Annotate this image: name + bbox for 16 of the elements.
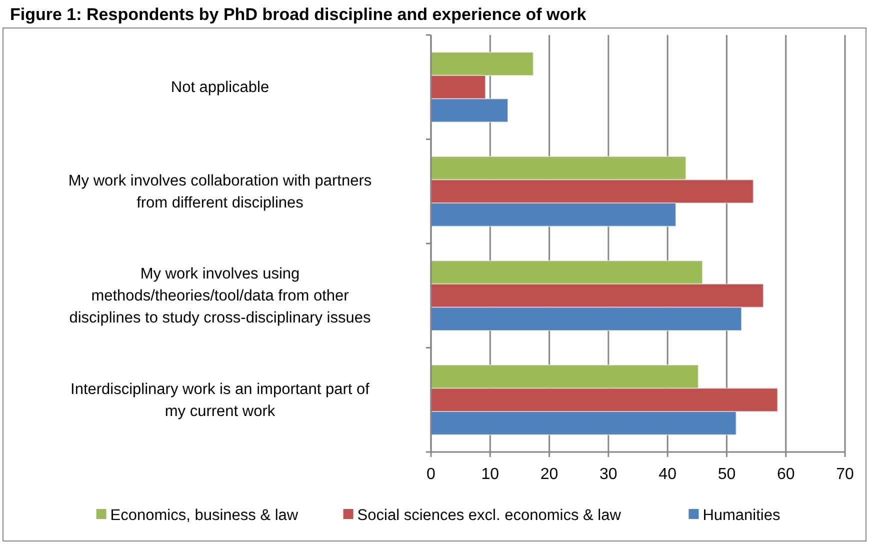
legend-label: Social sciences excl. economics & law xyxy=(357,507,622,524)
legend-label: Humanities xyxy=(702,507,780,524)
x-tick-label: 0 xyxy=(426,466,436,483)
x-tick-label: 70 xyxy=(836,466,854,483)
x-tick-label: 40 xyxy=(658,466,677,483)
y-tick-label: My work involves using methods/theories/tool/data from other disciplines to study cross-disciplinary issues xyxy=(69,266,371,327)
x-tick-label: 50 xyxy=(718,466,736,483)
x-tick-label: 10 xyxy=(481,466,500,483)
legend-label: Economics, business & law xyxy=(110,507,299,524)
y-tick-label: Interdisciplinary work is an important part of my current work xyxy=(70,380,370,420)
y-tick-label: Not applicable xyxy=(170,79,270,96)
x-tick-label: 30 xyxy=(600,466,618,483)
x-tick-label: 60 xyxy=(776,466,795,483)
chart-title: Figure 1: Respondents by PhD broad discipline and experience of work xyxy=(10,5,587,24)
x-tick-label: 20 xyxy=(540,466,558,483)
y-tick-label: My work involves collaboration with partners from different disciplines xyxy=(68,172,372,212)
